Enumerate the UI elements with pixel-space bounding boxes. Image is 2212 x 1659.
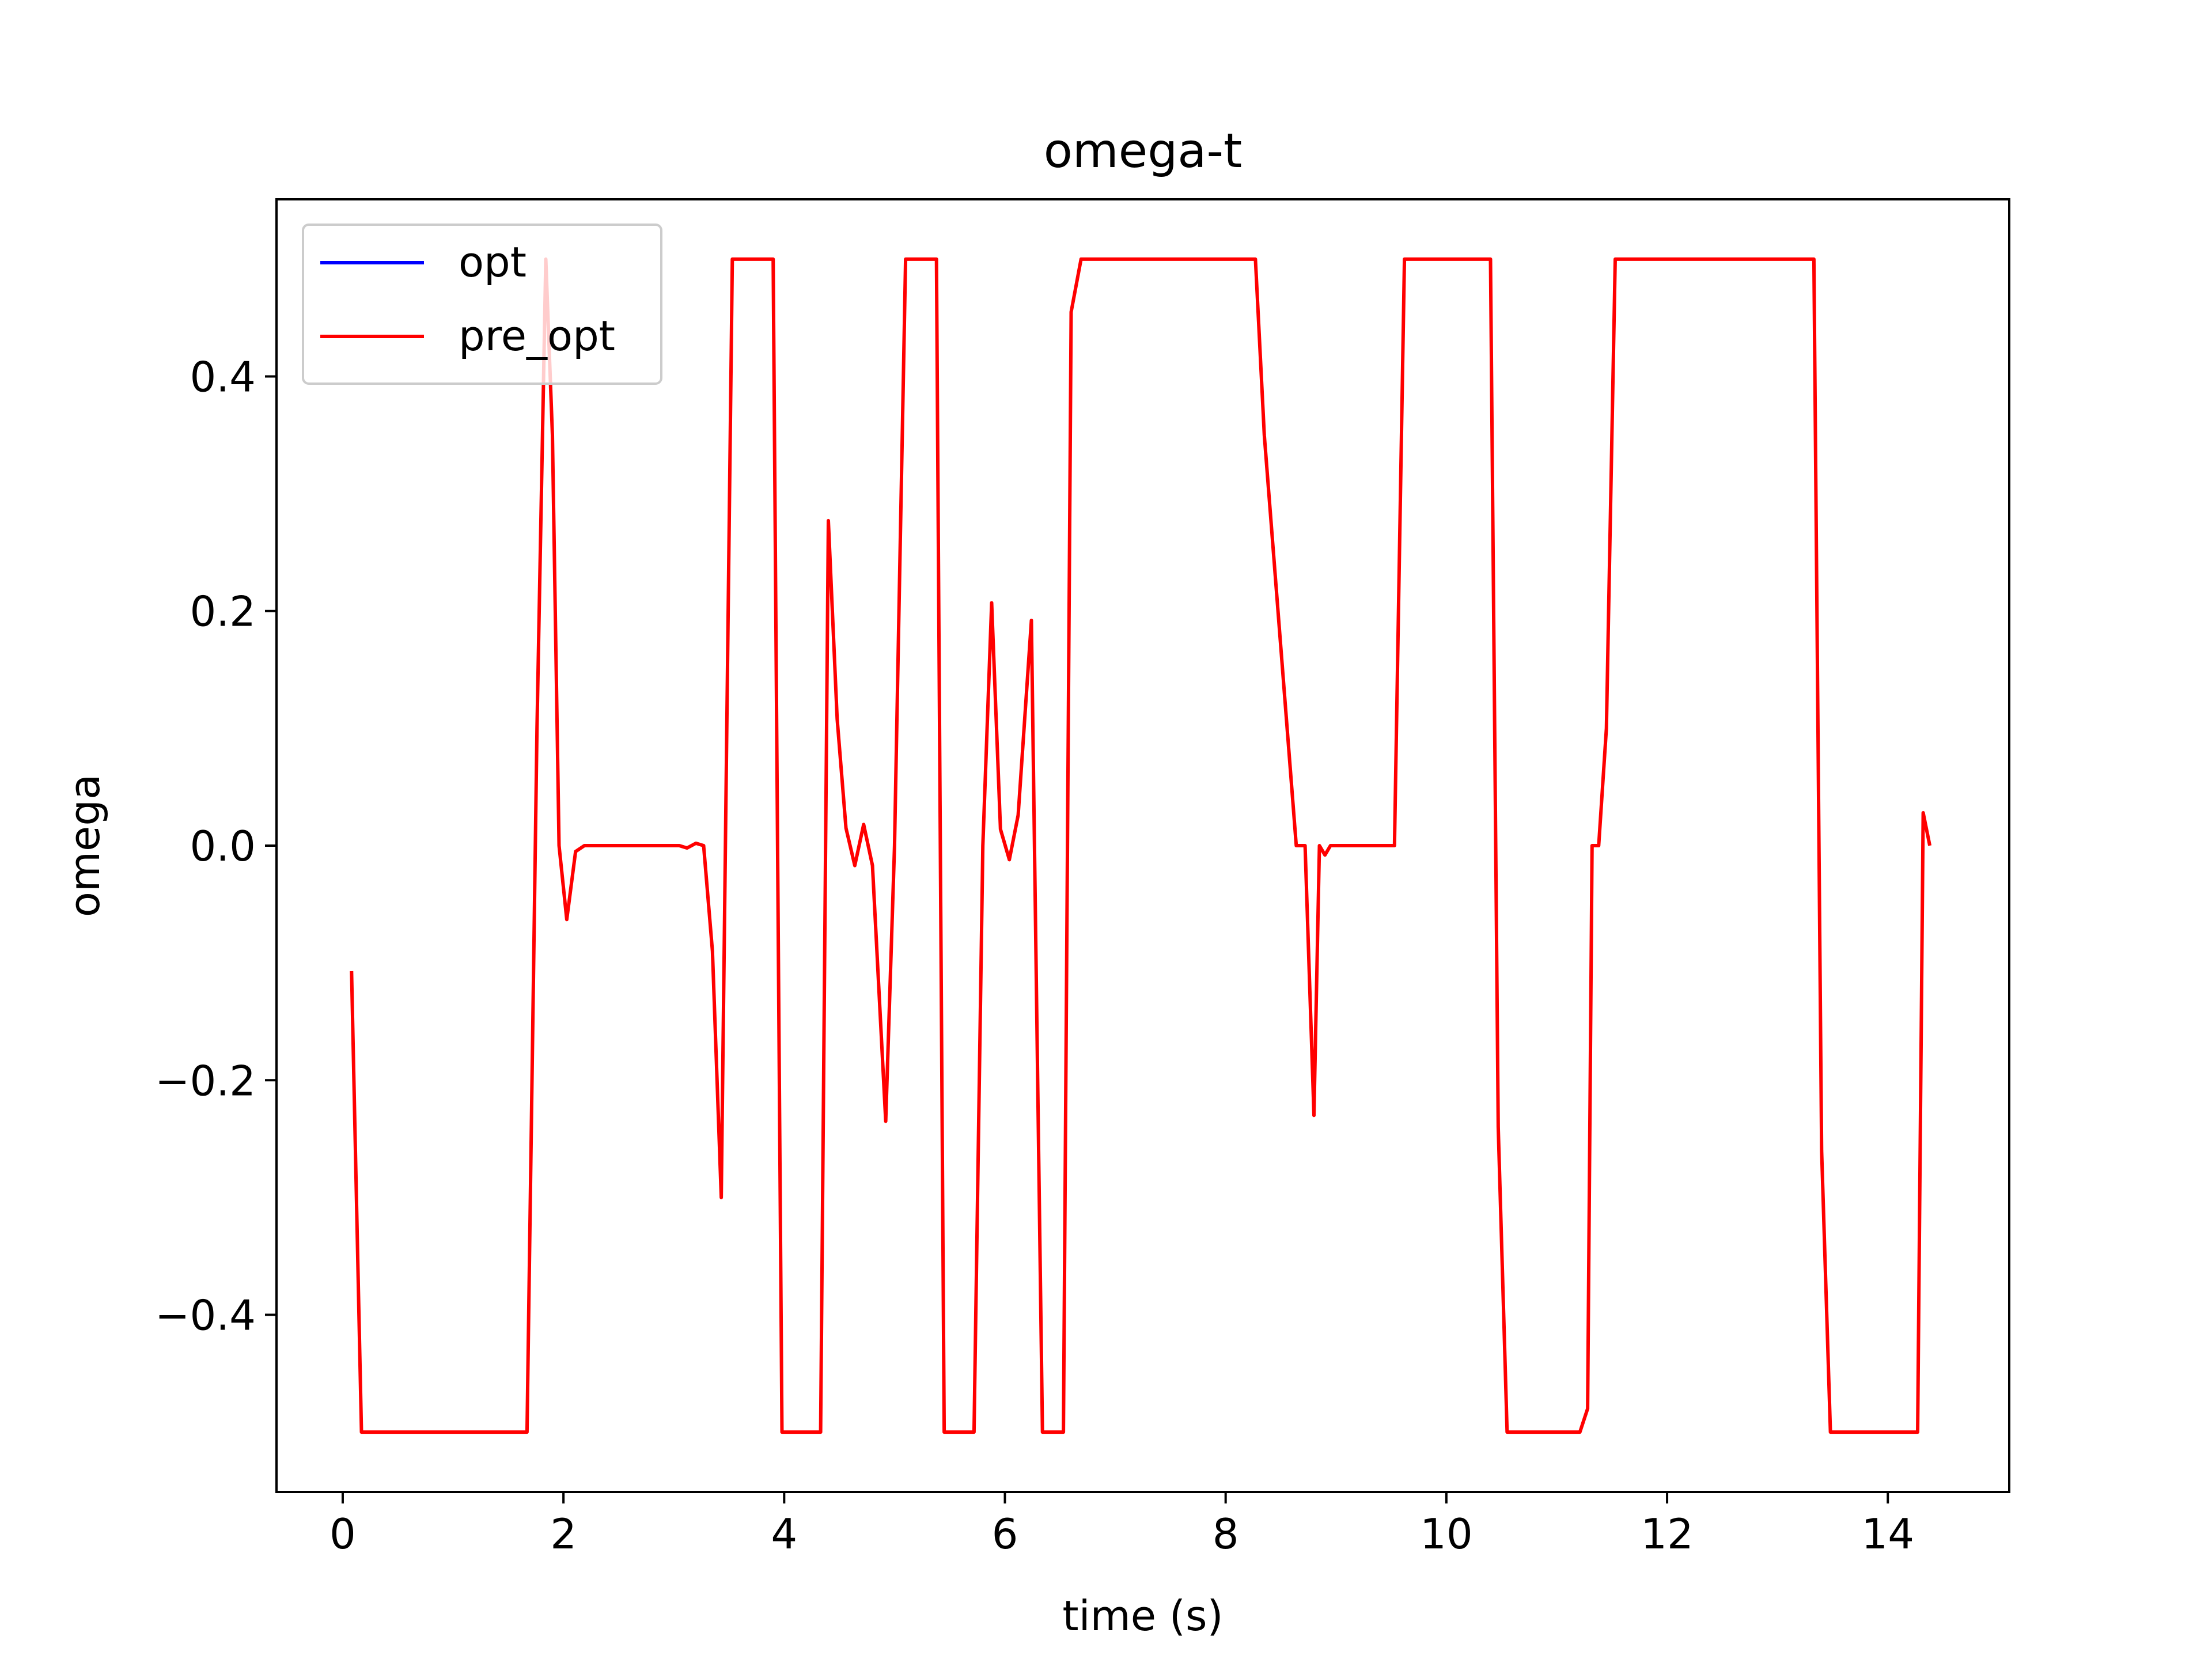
legend-label-opt: opt bbox=[459, 238, 527, 286]
x-tick-label: 6 bbox=[992, 1510, 1018, 1558]
x-tick-label: 10 bbox=[1420, 1510, 1473, 1558]
series-line-pre-opt bbox=[350, 257, 1932, 1434]
y-tick-label: 0.4 bbox=[190, 353, 256, 401]
x-axis-label: time (s) bbox=[1062, 1592, 1223, 1640]
x-axis-ticks: 0 2 4 6 8 10 12 14 bbox=[329, 1492, 1914, 1558]
y-tick-label: 0.2 bbox=[190, 588, 256, 636]
x-tick-label: 12 bbox=[1641, 1510, 1694, 1558]
x-tick-label: 2 bbox=[550, 1510, 577, 1558]
chart-title: omega-t bbox=[1044, 124, 1243, 179]
y-axis-label: omega bbox=[60, 774, 109, 917]
series-layer bbox=[350, 257, 1932, 1434]
x-tick-label: 14 bbox=[1861, 1510, 1914, 1558]
y-tick-label: −0.2 bbox=[155, 1056, 256, 1105]
y-tick-label: −0.4 bbox=[155, 1291, 256, 1340]
y-axis-ticks: −0.4 −0.2 0.0 0.2 0.4 bbox=[155, 353, 276, 1340]
legend-label-pre-opt: pre_opt bbox=[459, 312, 615, 360]
x-tick-label: 0 bbox=[329, 1510, 356, 1558]
x-tick-label: 4 bbox=[771, 1510, 797, 1558]
y-tick-label: 0.0 bbox=[190, 822, 256, 870]
x-tick-label: 8 bbox=[1213, 1510, 1239, 1558]
legend: opt pre_opt bbox=[302, 224, 662, 385]
